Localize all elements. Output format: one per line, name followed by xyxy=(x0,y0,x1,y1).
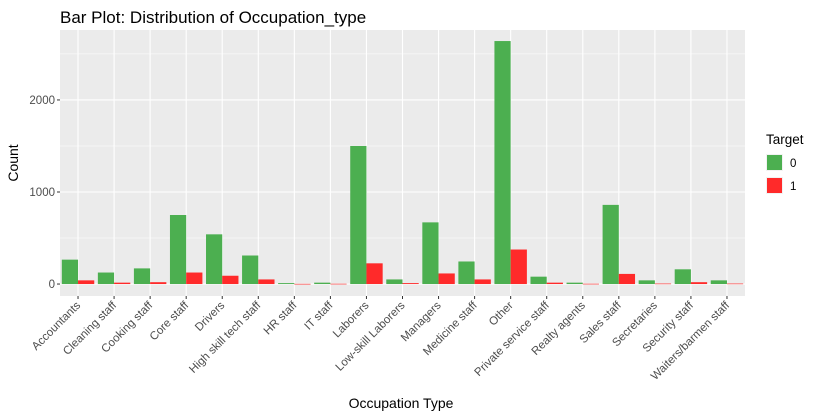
x-tick-label: Other xyxy=(487,300,516,329)
y-tick-label: 2000 xyxy=(29,95,55,107)
bar-0 xyxy=(278,283,295,285)
bar-0 xyxy=(61,259,79,285)
bar-0 xyxy=(494,41,511,285)
bar-1 xyxy=(258,279,275,285)
bar-0 xyxy=(386,279,403,285)
bar-1 xyxy=(294,283,311,285)
legend-swatch-0 xyxy=(767,155,782,170)
bar-0 xyxy=(422,222,439,285)
y-tick-label: 0 xyxy=(49,279,55,291)
bar-1 xyxy=(654,283,672,285)
bars xyxy=(61,41,744,285)
bar-0 xyxy=(710,280,727,285)
bar-1 xyxy=(222,275,239,285)
x-tick-label: High skill tech staff xyxy=(187,299,264,376)
bar-1 xyxy=(78,280,95,285)
legend-label: 1 xyxy=(790,181,796,193)
x-tick-label: Low-skill Laborers xyxy=(334,299,408,373)
x-tick-label: HR staff xyxy=(262,299,300,337)
bar-0 xyxy=(169,215,187,285)
bar-1 xyxy=(690,282,708,285)
bar-0 xyxy=(242,255,259,285)
bar-1 xyxy=(114,282,131,285)
bar-0 xyxy=(530,276,547,285)
x-tick-label: IT staff xyxy=(302,299,336,333)
y-tick-label: 1000 xyxy=(29,187,55,199)
bar-0 xyxy=(97,272,115,285)
y-axis-title: Count xyxy=(5,144,21,181)
legend-swatch-1 xyxy=(767,178,782,193)
bar-1 xyxy=(330,283,347,285)
bar-1 xyxy=(366,263,383,285)
bar-1 xyxy=(438,273,455,285)
bar-1 xyxy=(510,249,527,285)
legend-label: 0 xyxy=(790,158,796,170)
x-axis-title: Occupation Type xyxy=(349,395,454,411)
bar-1 xyxy=(402,283,419,285)
bar-0 xyxy=(133,268,151,285)
chart-title: Bar Plot: Distribution of Occupation_typ… xyxy=(60,8,366,27)
bar-0 xyxy=(314,282,331,285)
bar-0 xyxy=(674,269,691,285)
bar-1 xyxy=(582,283,599,285)
bar-1 xyxy=(726,283,744,285)
bar-1 xyxy=(186,272,203,285)
bar-1 xyxy=(150,282,167,285)
x-tick-label: Drivers xyxy=(193,299,227,333)
x-tick-label: Core staff xyxy=(148,299,192,343)
bar-0 xyxy=(602,204,619,285)
bar-0 xyxy=(566,282,583,285)
bar-1 xyxy=(618,273,636,285)
bar-0 xyxy=(350,145,367,285)
legend-title: Target xyxy=(766,132,804,147)
bar-0 xyxy=(458,261,475,285)
legend: Target 0 1 xyxy=(766,132,804,194)
bar-0 xyxy=(638,280,655,285)
bar-1 xyxy=(546,282,563,285)
bar-1 xyxy=(474,279,491,285)
bar-0 xyxy=(206,234,223,285)
